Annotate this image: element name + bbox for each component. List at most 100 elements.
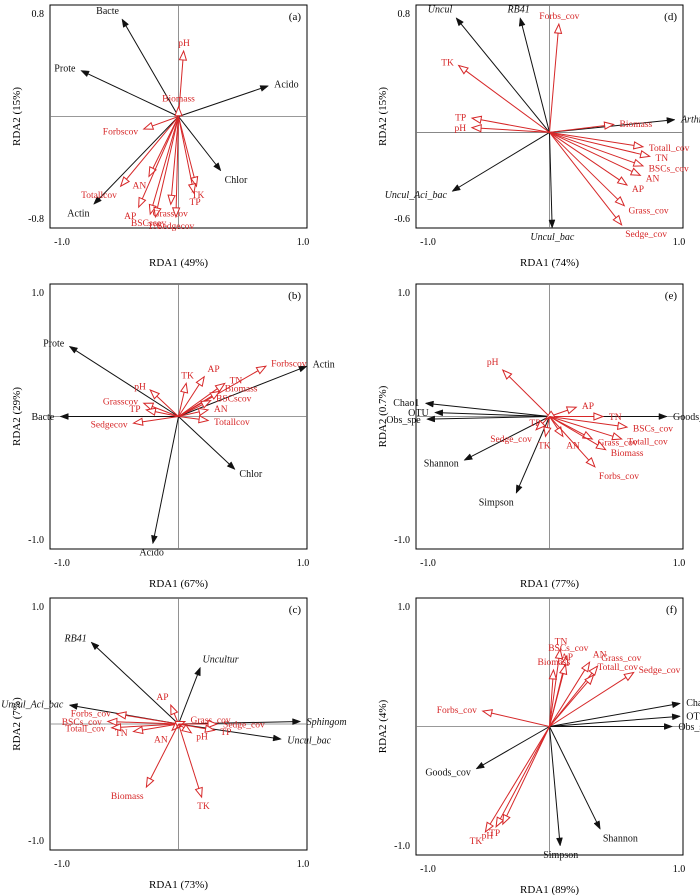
species-label-uncul: Uncul [428, 5, 453, 16]
species-label-uncul-aci-bac: Uncul_Aci_bac [1, 700, 64, 711]
x-tick-label: 1.0 [297, 859, 310, 870]
env-label-forbs-cov: Forbs_cov [437, 706, 477, 716]
x-axis-label: RDA1 (49%) [149, 257, 208, 269]
env-label-bscs-cov: BSCs_cov [649, 164, 689, 174]
env-vector-bscscov [151, 116, 179, 208]
env-vector-tn [549, 656, 560, 727]
env-label-forbs-cov: Forbs_cov [71, 709, 111, 719]
y-axis-label: RDA2 (15%) [377, 87, 389, 146]
species-label-chlor: Chlor [225, 175, 248, 186]
env-label-ph: pH [487, 358, 499, 368]
species-label-uncul-aci-bac: Uncul_Aci_bac [385, 190, 448, 201]
env-vector-bscscov-arrowhead [148, 203, 157, 216]
species-vector-uncul-bac [549, 132, 553, 223]
env-vector-totallcov-arrowhead [119, 176, 130, 188]
env-label-tn: TN [230, 376, 243, 386]
env-vector-bscs-cov [549, 131, 637, 164]
env-vector-biomass [549, 416, 600, 447]
species-vector-uncul-arrowhead [455, 17, 464, 27]
env-vector-biomass [549, 676, 554, 727]
y-tick-label: 0.8 [398, 9, 411, 20]
env-label-tk: TK [441, 58, 454, 68]
species-vector-rb41 [95, 645, 179, 725]
env-vector-grasscov [170, 116, 179, 198]
env-vector-an-arrowhead [148, 166, 157, 178]
env-label-tk: TK [470, 837, 483, 847]
species-vector-uncul-bac-arrowhead [548, 219, 556, 229]
env-label-sedgecov: Sedgecov [91, 420, 128, 430]
species-vector-chao1-arrowhead [671, 701, 682, 709]
species-vector-obs-spe-arrowhead [664, 723, 674, 730]
species-vector-chlor-arrowhead [213, 162, 222, 172]
env-label-an: AN [214, 405, 228, 415]
species-label-shannon: Shannon [603, 833, 638, 844]
species-vector-shannon-arrowhead [463, 453, 473, 461]
species-vector-acido [178, 87, 263, 117]
species-label-arthr: Arthr [680, 115, 700, 126]
env-vector-tp [178, 116, 194, 187]
species-label-goods-cov: Goods_cov [673, 412, 700, 423]
env-label-bscscov: BSCscov [216, 394, 252, 404]
species-vector-actin-arrowhead [298, 365, 308, 373]
env-label-bscs-cov: BSCs_cov [633, 424, 673, 434]
env-label-ap: AP [582, 402, 594, 412]
species-vector-goods-cov-arrowhead [658, 413, 668, 420]
x-tick-label: -1.0 [420, 864, 436, 875]
env-vector-bscs-cov-arrowhead [616, 421, 629, 431]
env-vector-totall-cov [549, 131, 637, 147]
env-vector-grass-cov-arrowhead [614, 196, 626, 207]
species-vector-uncul-aci-bac-arrowhead [451, 184, 461, 192]
env-label-sedgecov: Sedgecov [157, 222, 194, 232]
env-vector-ph [498, 726, 550, 821]
species-vector-simpson [549, 726, 561, 841]
panel-a: -1.0 1.0 0.8 -0.8 RDA1 (49%) RDA2 (15%) (a) Bac… [11, 4, 309, 269]
species-vector-acido-arrowhead [151, 534, 158, 545]
x-axis-label: RDA1 (73%) [149, 879, 208, 891]
env-vector-totall-cov-arrowhead [110, 723, 122, 732]
env-label-tn: TN [148, 222, 161, 232]
env-label-sedge-cov: Sedge_cov [490, 435, 532, 445]
env-vector-sedge-cov-arrowhead [207, 719, 219, 729]
env-vector-ap [178, 382, 201, 417]
env-vector-an-arrowhead [580, 661, 591, 673]
env-vector-sedgecov [175, 116, 179, 210]
panel-d: -1.0 1.0 0.8 -0.6 RDA1 (74%) RDA2 (15%) (d) Unc… [377, 4, 700, 269]
species-vector-obs-spe-arrowhead [425, 415, 436, 423]
env-vector-sedgecov-arrowhead [171, 207, 181, 219]
species-label-actin: Actin [67, 208, 89, 219]
env-label-tk: TK [181, 371, 194, 381]
species-label-shannon: Shannon [424, 458, 459, 469]
env-label-ap: AP [207, 365, 219, 375]
y-tick-label: -1.0 [394, 841, 410, 852]
env-label-tn: TN [555, 637, 568, 647]
y-axis-label: RDA2 (15%) [11, 87, 23, 146]
y-tick-label: 0.8 [32, 9, 45, 20]
y-tick-label: -1.0 [394, 535, 410, 546]
env-vector-ap-arrowhead [195, 375, 205, 388]
env-vector-tp-arrowhead [502, 813, 511, 826]
species-vector-chlor [178, 116, 218, 167]
env-label-bscs-cov: BSCs_cov [62, 718, 102, 728]
species-label-otu: OTU [686, 711, 700, 722]
env-label-sedge-cov: Sedge_cov [639, 666, 681, 676]
y-tick-label: 1.0 [398, 288, 411, 299]
env-vector-tp [153, 410, 179, 417]
env-vector-totall-cov [118, 723, 179, 728]
species-vector-uncultur-arrowhead [194, 666, 201, 677]
species-vector-obs-spe [432, 416, 550, 420]
y-tick-label: 1.0 [398, 602, 411, 613]
env-label-totall-cov: Totall_cov [627, 437, 668, 447]
panel-e: -1.0 1.0 1.0 -1.0 RDA1 (77%) RDA2 (0.7%) (e) Ch… [377, 283, 700, 590]
species-vector-uncul-bac-arrowhead [272, 734, 283, 742]
panel-label: (e) [665, 290, 678, 302]
y-axis-label: RDA2 (4%) [377, 699, 389, 753]
env-vector-forbscov-arrowhead [255, 365, 268, 375]
env-vector-biomass [149, 723, 179, 781]
env-label-grass-cov: Grass_cov [191, 716, 231, 726]
env-label-sedge-cov: Sedge_cov [625, 230, 667, 240]
x-tick-label: -1.0 [54, 859, 70, 870]
env-label-grasscov: Grasscov [153, 209, 189, 219]
species-vector-sphingom-arrowhead [292, 718, 302, 726]
env-vector-biomass-arrowhead [209, 390, 221, 400]
env-label-sedge-cov: Sedge_cov [223, 721, 265, 731]
